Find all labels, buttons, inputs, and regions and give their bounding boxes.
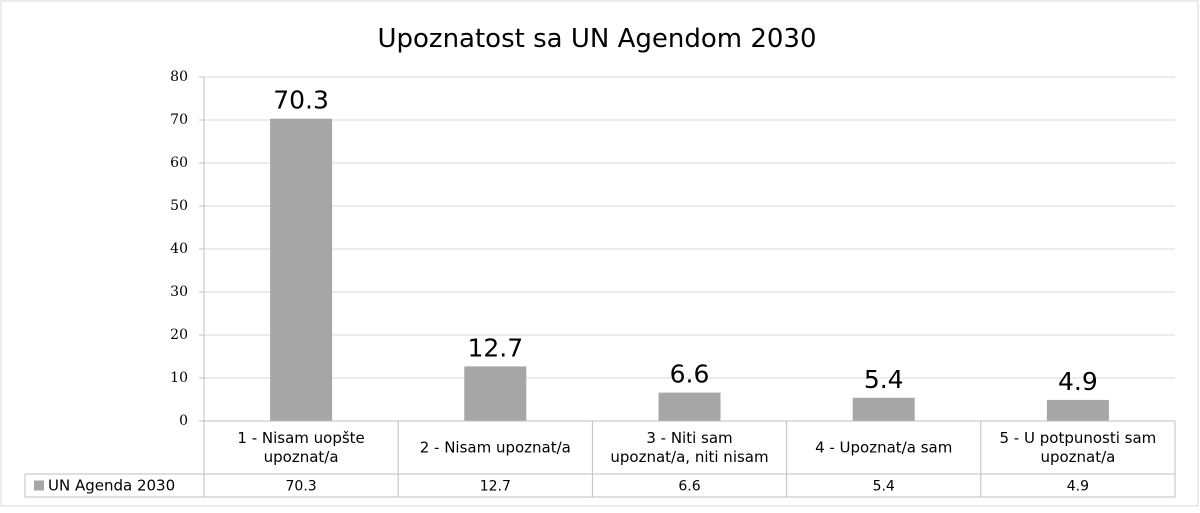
y-tick-label: 70 — [170, 112, 188, 128]
legend-swatch — [34, 480, 44, 491]
chart-title: Upoznatost sa UN Agendom 2030 — [377, 24, 816, 54]
table-value: 4.9 — [1067, 479, 1089, 495]
y-tick-label: 60 — [170, 155, 188, 171]
category-label: 2 - Nisam upoznat/a — [420, 439, 571, 457]
table-value: 5.4 — [873, 479, 895, 495]
data-label: 12.7 — [467, 333, 523, 362]
bar — [852, 397, 915, 421]
category-label: 5 - U potpunosti sam — [1000, 429, 1157, 447]
data-label: 4.9 — [1058, 367, 1098, 396]
category-label: upoznat/a — [264, 448, 339, 466]
bar — [1046, 399, 1109, 421]
data-label: 6.6 — [670, 360, 710, 389]
category-label: upoznat/a, niti nisam — [610, 448, 768, 466]
y-tick-label: 30 — [170, 284, 188, 300]
category-label: 3 - Niti sam — [646, 429, 732, 447]
category-label: upoznat/a — [1040, 448, 1115, 466]
category-label: 4 - Upoznat/a sam — [815, 439, 952, 457]
y-tick-label: 20 — [170, 327, 188, 343]
gridlines — [204, 76, 1175, 379]
category-label: 1 - Nisam uopšte — [237, 429, 364, 447]
bar — [658, 392, 721, 421]
bar — [464, 366, 527, 421]
table-value: 12.7 — [480, 479, 511, 495]
y-tick-label: 50 — [170, 198, 188, 214]
y-tick-label: 40 — [170, 241, 188, 257]
legend-label: UN Agenda 2030 — [48, 477, 175, 495]
y-axis: 0 10 20 30 40 50 60 70 80 — [170, 69, 205, 429]
bar — [270, 118, 333, 422]
y-tick-label: 10 — [170, 370, 188, 386]
table-value: 70.3 — [286, 479, 317, 495]
data-label: 70.3 — [273, 86, 329, 115]
y-tick-label: 80 — [170, 69, 188, 85]
bars: 70.3 12.7 6.6 5.4 4.9 — [270, 86, 1109, 422]
table-value: 6.6 — [678, 479, 700, 495]
data-label: 5.4 — [864, 365, 904, 394]
y-tick-label: 0 — [179, 413, 188, 429]
